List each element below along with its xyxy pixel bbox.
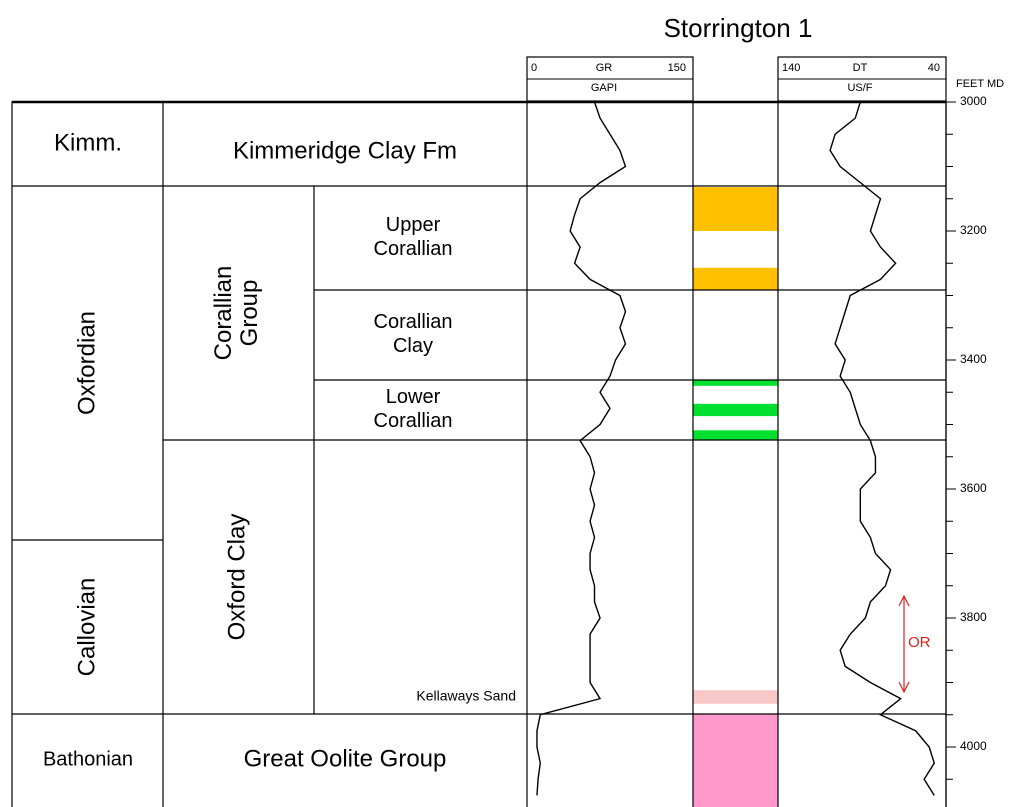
gr-max: 150	[668, 62, 686, 74]
group: Kimmeridge Clay Fm	[233, 137, 457, 164]
dt-right: 40	[928, 62, 940, 74]
lithology-band	[693, 690, 778, 704]
member: Upper Corallian	[374, 214, 453, 260]
dt-left: 140	[782, 62, 800, 74]
gr-min: 0	[531, 62, 537, 74]
depth-label: FEET MD	[956, 78, 1004, 90]
gr-name: GR	[596, 62, 613, 74]
lithology-band	[693, 379, 778, 386]
member: Kellaways Sand	[416, 688, 516, 704]
lithology-band	[693, 267, 778, 290]
annotation: OR	[908, 634, 931, 651]
depth-tick-label: 4000	[960, 739, 987, 753]
group: Oxford Clay	[223, 514, 250, 641]
depth-tick-label: 3600	[960, 481, 987, 495]
stage: Oxfordian	[73, 311, 100, 415]
member: Lower Corallian	[374, 386, 453, 432]
depth-tick-label: 3000	[960, 94, 987, 108]
dt-curve	[829, 101, 936, 796]
depth-tick-label: 3400	[960, 352, 987, 366]
member: Corallian Clay	[374, 311, 453, 357]
stage: Callovian	[73, 578, 100, 677]
gr-unit: GAPI	[591, 82, 617, 94]
gr-curve	[536, 101, 627, 796]
lithology-band	[693, 430, 778, 440]
group: CorallianGroup	[210, 266, 263, 361]
depth-tick-label: 3200	[960, 223, 987, 237]
depth-tick-label: 3800	[960, 610, 987, 624]
dt-name: DT	[853, 62, 868, 74]
group: Great Oolite Group	[244, 745, 447, 772]
lithology-band	[693, 187, 778, 231]
stage: Kimm.	[54, 129, 122, 156]
strat-grid	[11, 100, 947, 807]
lithology-track	[693, 187, 778, 807]
or-arrow	[898, 594, 910, 694]
dt-unit: US/F	[847, 82, 872, 94]
title: Storrington 1	[664, 13, 813, 43]
lithology-band	[693, 403, 778, 417]
lithology-band	[693, 714, 778, 807]
stage: Bathonian	[43, 748, 133, 770]
